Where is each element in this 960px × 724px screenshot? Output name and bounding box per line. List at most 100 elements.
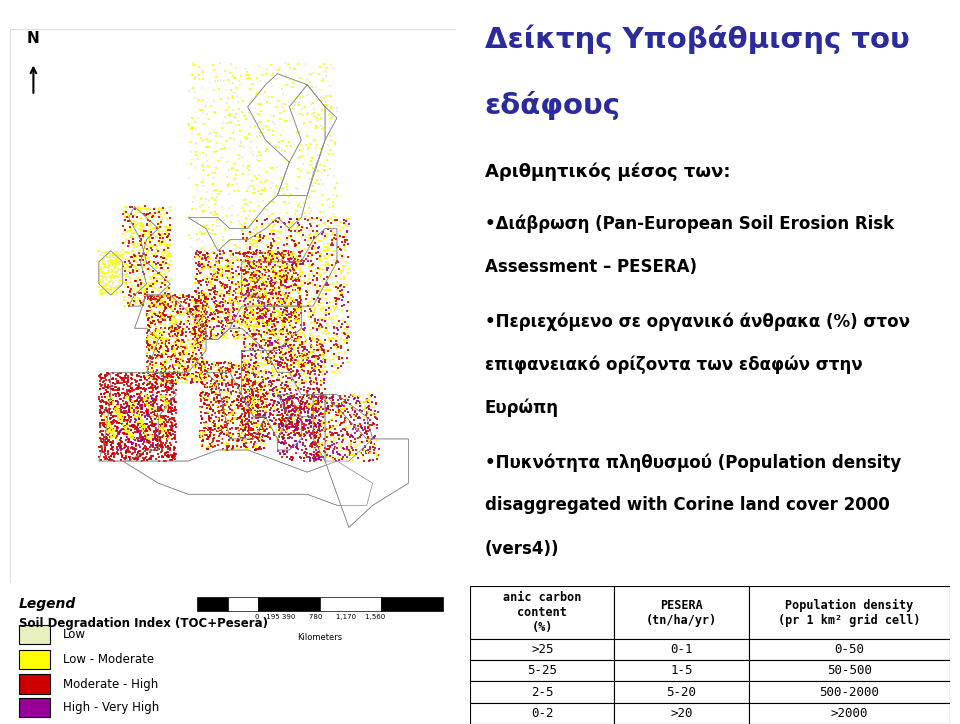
Point bbox=[155, 445, 170, 457]
Point bbox=[296, 341, 311, 353]
Point bbox=[274, 101, 289, 112]
Point bbox=[342, 439, 357, 450]
Point bbox=[205, 405, 221, 416]
Point bbox=[196, 303, 211, 315]
Point bbox=[290, 332, 305, 343]
Point bbox=[196, 398, 211, 410]
Point bbox=[107, 415, 122, 426]
Point bbox=[279, 329, 295, 341]
Point bbox=[336, 327, 351, 339]
Point bbox=[341, 218, 356, 230]
Point bbox=[120, 431, 135, 442]
Point bbox=[300, 345, 315, 356]
Point bbox=[230, 422, 246, 434]
Point bbox=[267, 415, 282, 426]
Point bbox=[249, 411, 264, 423]
Point bbox=[238, 399, 253, 411]
Point bbox=[329, 190, 345, 202]
Point bbox=[204, 277, 219, 289]
Point bbox=[111, 263, 127, 274]
Point bbox=[171, 371, 186, 382]
Point bbox=[137, 283, 153, 295]
Point bbox=[287, 402, 302, 413]
Point bbox=[204, 261, 220, 272]
Point bbox=[223, 282, 238, 293]
Point bbox=[166, 317, 181, 329]
Point bbox=[234, 358, 250, 369]
Point bbox=[306, 408, 322, 419]
Point bbox=[281, 100, 297, 111]
Point bbox=[277, 448, 293, 460]
Point bbox=[152, 346, 167, 358]
Point bbox=[312, 293, 327, 305]
Point bbox=[311, 439, 326, 450]
Point bbox=[121, 384, 136, 396]
Point bbox=[238, 274, 253, 285]
Point bbox=[193, 292, 208, 303]
Point bbox=[108, 379, 123, 390]
Point bbox=[256, 327, 272, 338]
Point bbox=[226, 381, 241, 392]
Point bbox=[249, 356, 264, 368]
Point bbox=[244, 331, 259, 342]
Point bbox=[366, 447, 381, 459]
Point bbox=[244, 429, 259, 441]
Point bbox=[257, 182, 273, 193]
Point bbox=[155, 272, 170, 284]
Point bbox=[263, 182, 278, 194]
Point bbox=[196, 147, 211, 159]
Point bbox=[193, 300, 208, 311]
Point bbox=[255, 434, 271, 446]
Point bbox=[133, 434, 149, 446]
Text: 0   195 390      780      1,170    1,560: 0 195 390 780 1,170 1,560 bbox=[254, 614, 385, 620]
Text: Kilometers: Kilometers bbox=[298, 634, 343, 642]
Point bbox=[157, 421, 173, 432]
Point bbox=[257, 277, 273, 289]
Point bbox=[245, 413, 260, 424]
Point bbox=[148, 329, 163, 341]
Point bbox=[246, 248, 261, 260]
Point bbox=[311, 432, 326, 443]
Point bbox=[148, 408, 163, 420]
Point bbox=[288, 96, 303, 108]
Point bbox=[276, 252, 291, 264]
Point bbox=[258, 203, 274, 215]
Point bbox=[350, 391, 366, 403]
Point bbox=[265, 196, 280, 208]
Point bbox=[149, 404, 164, 416]
Point bbox=[195, 176, 210, 188]
Point bbox=[306, 171, 322, 182]
Point bbox=[219, 118, 234, 130]
Point bbox=[238, 63, 253, 75]
Point bbox=[224, 117, 239, 129]
Point bbox=[125, 419, 140, 431]
Point bbox=[242, 292, 257, 303]
Point bbox=[347, 390, 362, 402]
Point bbox=[260, 373, 276, 384]
Point bbox=[284, 334, 300, 346]
Point bbox=[247, 188, 262, 199]
Point bbox=[283, 116, 299, 127]
Point bbox=[146, 410, 161, 421]
Point bbox=[96, 429, 111, 441]
Point bbox=[142, 306, 157, 317]
Point bbox=[201, 113, 216, 125]
Point bbox=[198, 307, 213, 319]
Point bbox=[249, 289, 264, 300]
Point bbox=[282, 347, 298, 358]
Point bbox=[317, 434, 332, 445]
Point bbox=[292, 358, 307, 369]
Point bbox=[246, 369, 261, 381]
Point bbox=[292, 348, 307, 359]
Point bbox=[370, 413, 385, 425]
Point bbox=[190, 245, 205, 257]
Point bbox=[115, 244, 131, 256]
Point bbox=[240, 310, 255, 321]
Point bbox=[302, 338, 318, 350]
Point bbox=[172, 355, 187, 367]
Point bbox=[214, 414, 229, 426]
Point bbox=[306, 103, 322, 114]
Point bbox=[208, 388, 224, 400]
Point bbox=[157, 278, 173, 290]
Point bbox=[102, 418, 117, 429]
